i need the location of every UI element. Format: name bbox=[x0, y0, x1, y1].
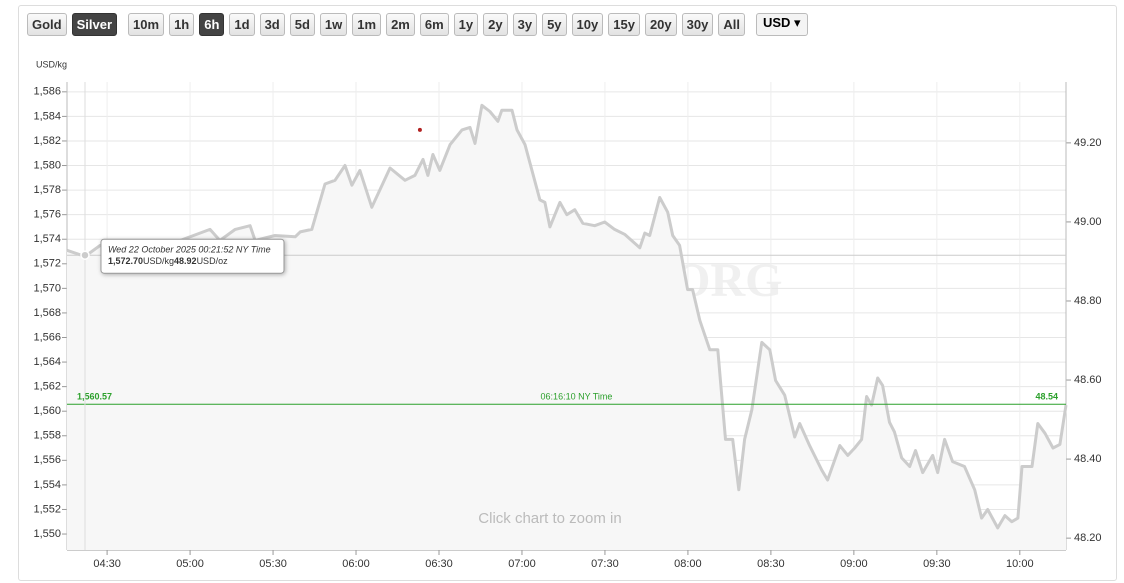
current-time-label: 06:16:10 NY Time bbox=[541, 392, 613, 402]
tooltip-oz-label: 48.92 bbox=[174, 257, 197, 267]
y-tick-label: 1,576 bbox=[33, 209, 61, 221]
range-button[interactable]: 15y bbox=[608, 13, 640, 36]
y-tick-label: 1,556 bbox=[33, 454, 61, 466]
x-tick-label: 06:00 bbox=[342, 558, 370, 570]
tooltip-kg-label: 1,572.70 bbox=[108, 257, 143, 267]
y-tick-label: 1,562 bbox=[33, 381, 61, 393]
tooltip-values: 1,572.70USD/kg48.92USD/oz bbox=[108, 257, 228, 267]
y-tick-label: 1,570 bbox=[33, 282, 61, 294]
range-button[interactable]: 2m bbox=[386, 13, 415, 36]
y2-tick-label: 48.60 bbox=[1074, 374, 1102, 386]
x-tick-label: 10:00 bbox=[1006, 558, 1034, 570]
current-oz-label: 48.54 bbox=[1035, 392, 1058, 402]
y-tick-label: 1,586 bbox=[33, 86, 61, 98]
y2-tick-label: 48.80 bbox=[1074, 295, 1102, 307]
y2-tick-label: 49.00 bbox=[1074, 216, 1102, 228]
range-button[interactable]: 1y bbox=[453, 13, 479, 36]
x-tick-label: 05:30 bbox=[259, 558, 287, 570]
tooltip-kg-unit: USD/kg bbox=[143, 257, 174, 267]
y-tick-label: 1,560 bbox=[33, 405, 61, 417]
range-button[interactable]: 1w bbox=[319, 13, 348, 36]
range-button[interactable]: All bbox=[718, 13, 745, 36]
range-button[interactable]: 6m bbox=[419, 13, 449, 36]
y-tick-label: 1,552 bbox=[33, 503, 61, 515]
y-tick-label: 1,578 bbox=[33, 184, 61, 196]
range-button[interactable]: 1m bbox=[352, 13, 382, 36]
currency[interactable]: USD bbox=[762, 15, 791, 30]
y-tick-label: 1,572 bbox=[33, 258, 61, 270]
range-button[interactable]: 10y bbox=[571, 13, 604, 36]
range-button[interactable]: 5d bbox=[289, 13, 315, 36]
y-tick-label: 1,558 bbox=[33, 430, 61, 442]
range-button[interactable]: 3y bbox=[512, 13, 538, 36]
range-button[interactable]: 30y bbox=[681, 13, 714, 36]
y-tick-label: 1,554 bbox=[33, 479, 61, 491]
range-button[interactable]: 2y bbox=[483, 13, 508, 36]
range-button[interactable]: 20y bbox=[644, 13, 677, 36]
toolbar: Gold Silver 10m 1h 6h 1d 3d 5d 1w 1m 2m 6m 1y 2y 3y 5y… bbox=[27, 13, 808, 36]
range-button[interactable]: 5y bbox=[542, 13, 567, 36]
x-tick-label: 08:00 bbox=[674, 558, 702, 570]
range-button[interactable]: 10m bbox=[128, 13, 165, 36]
range-button[interactable]: 3d bbox=[259, 13, 285, 36]
y-tick-label: 1,582 bbox=[33, 135, 61, 147]
currency-select[interactable]: USD ▾ bbox=[755, 13, 808, 36]
hint: Click chart to zoom in bbox=[478, 510, 621, 527]
x-tick-label: 09:30 bbox=[923, 558, 951, 570]
frame: Gold Silver 10m 1h 6h 1d 3d 5d 1w 1m 2m 6m 1y 2y 3y 5y… bbox=[18, 5, 1117, 581]
tooltip-oz-unit: USD/oz bbox=[197, 257, 229, 267]
range-group: 10m 1h 6h 1d 3d 5d 1w 1m 2m 6m 1y 2y 3y 5y 10y 15y 20y 30… bbox=[128, 13, 745, 36]
y-tick-label: 1,584 bbox=[33, 110, 61, 122]
y-tick-label: 1,574 bbox=[33, 233, 61, 245]
y-tick-label: 1,580 bbox=[33, 159, 61, 171]
x-tick-label: 05:00 bbox=[176, 558, 204, 570]
tooltip-date: Wed 22 October 2025 00:21:52 NY Time bbox=[108, 245, 271, 255]
hover-point bbox=[80, 250, 90, 260]
x-tick-label: 08:30 bbox=[757, 558, 785, 570]
x-tick-label: 06:30 bbox=[425, 558, 453, 570]
current-price-label: 1,560.57 bbox=[77, 392, 112, 402]
metal-button[interactable]: Silver bbox=[71, 13, 118, 36]
marker-dot bbox=[417, 127, 422, 132]
price-line bbox=[66, 103, 1068, 530]
x-tick-label: 07:00 bbox=[508, 558, 536, 570]
metal-group: Gold Silver bbox=[27, 13, 118, 36]
metal-button[interactable]: Gold bbox=[27, 13, 67, 36]
x-tick-label: 07:30 bbox=[591, 558, 619, 570]
y-axis-label: USD/kg bbox=[36, 59, 67, 69]
y2-tick-label: 48.40 bbox=[1074, 453, 1102, 465]
y-tick-label: 1,568 bbox=[33, 307, 61, 319]
y-tick-label: 1,566 bbox=[33, 331, 61, 343]
y2-tick-label: 49.20 bbox=[1074, 137, 1102, 149]
range-button[interactable]: 1d bbox=[229, 13, 255, 36]
tooltip bbox=[100, 238, 285, 274]
x-tick-label: 04:30 bbox=[93, 558, 121, 570]
range-button[interactable]: 1h bbox=[169, 13, 195, 36]
range-button[interactable]: 6h bbox=[199, 13, 225, 36]
x-tick-label: 09:00 bbox=[840, 558, 868, 570]
y-tick-label: 1,550 bbox=[33, 528, 61, 540]
y-tick-label: 1,564 bbox=[33, 356, 61, 368]
y2-tick-label: 48.20 bbox=[1074, 532, 1102, 544]
